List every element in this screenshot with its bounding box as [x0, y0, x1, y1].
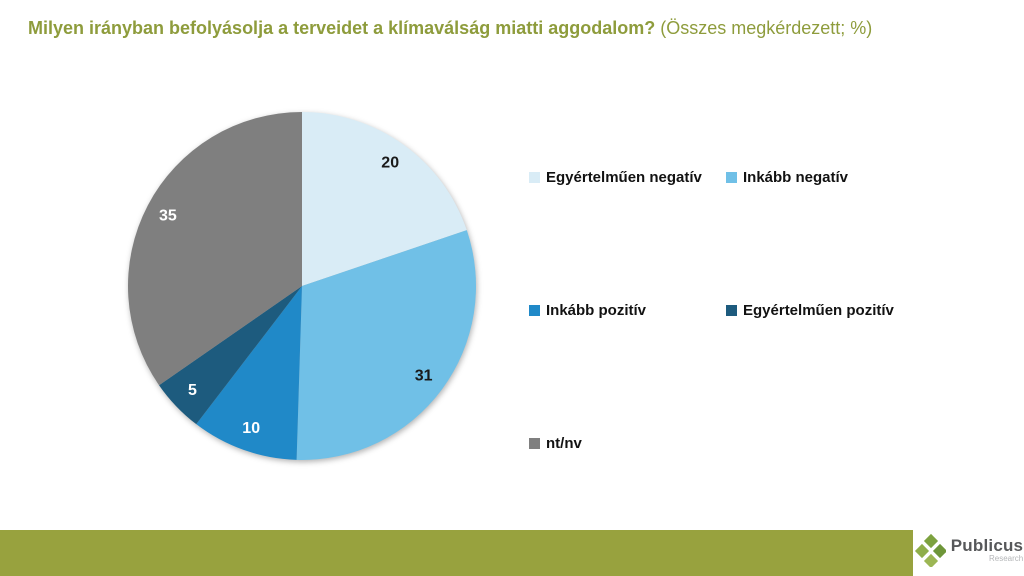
pie-chart-svg: 20 31 10 5 35	[127, 112, 476, 461]
legend-item-inkabb-negativ: Inkább negatív	[726, 169, 848, 186]
legend-label: Egyértelműen pozitív	[743, 302, 894, 319]
pie-chart: 20 31 10 5 35	[102, 86, 502, 486]
legend-item-egyertelmuen-pozitiv: Egyértelműen pozitív	[726, 302, 894, 319]
pie-slices: 20 31 10 5 35	[127, 112, 476, 461]
legend-item-inkabb-pozitiv: Inkább pozitív	[529, 302, 646, 319]
pie-value-label-3: 5	[188, 382, 197, 399]
footer-bar	[0, 530, 1024, 576]
pie-slice-2	[196, 286, 302, 460]
legend-item-egyertelmuen-negativ: Egyértelműen negatív	[529, 169, 702, 186]
pie-value-label-2: 10	[242, 420, 260, 437]
pie-value-label-4: 35	[159, 207, 177, 224]
pie-slice-0	[302, 112, 467, 286]
publicus-logo-name: Publicus	[950, 536, 1024, 555]
legend-item-nt-nv: nt/nv	[529, 435, 582, 452]
publicus-logo-subtitle: Research	[988, 554, 1024, 563]
pie-slice-3	[159, 286, 302, 425]
legend-swatch-icon	[529, 438, 540, 449]
legend-swatch-icon	[529, 172, 540, 183]
page-title-question: Milyen irányban befolyásolja a terveidet…	[28, 18, 656, 38]
publicus-logo: Publicus Research	[913, 524, 1024, 576]
legend-swatch-icon	[726, 172, 737, 183]
pie-slice-4	[127, 112, 303, 386]
legend-label: Egyértelműen negatív	[546, 169, 702, 186]
legend-swatch-icon	[726, 305, 737, 316]
pie-value-label-0: 20	[381, 155, 399, 172]
publicus-logo-text: Publicus Research	[951, 537, 1023, 563]
publicus-diamonds-icon	[914, 533, 946, 567]
pie-slice-1	[296, 230, 476, 461]
page-title-subtitle: (Összes megkérdezett; %)	[655, 18, 873, 38]
pie-value-label-1: 31	[415, 368, 433, 385]
legend-label: Inkább pozitív	[546, 302, 647, 319]
legend-swatch-icon	[529, 305, 540, 316]
legend-label: Inkább negatív	[743, 169, 849, 186]
legend-label: nt/nv	[546, 435, 582, 452]
page-title: Milyen irányban befolyásolja a terveidet…	[28, 17, 988, 40]
